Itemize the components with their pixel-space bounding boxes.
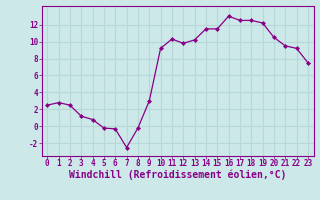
X-axis label: Windchill (Refroidissement éolien,°C): Windchill (Refroidissement éolien,°C): [69, 170, 286, 180]
